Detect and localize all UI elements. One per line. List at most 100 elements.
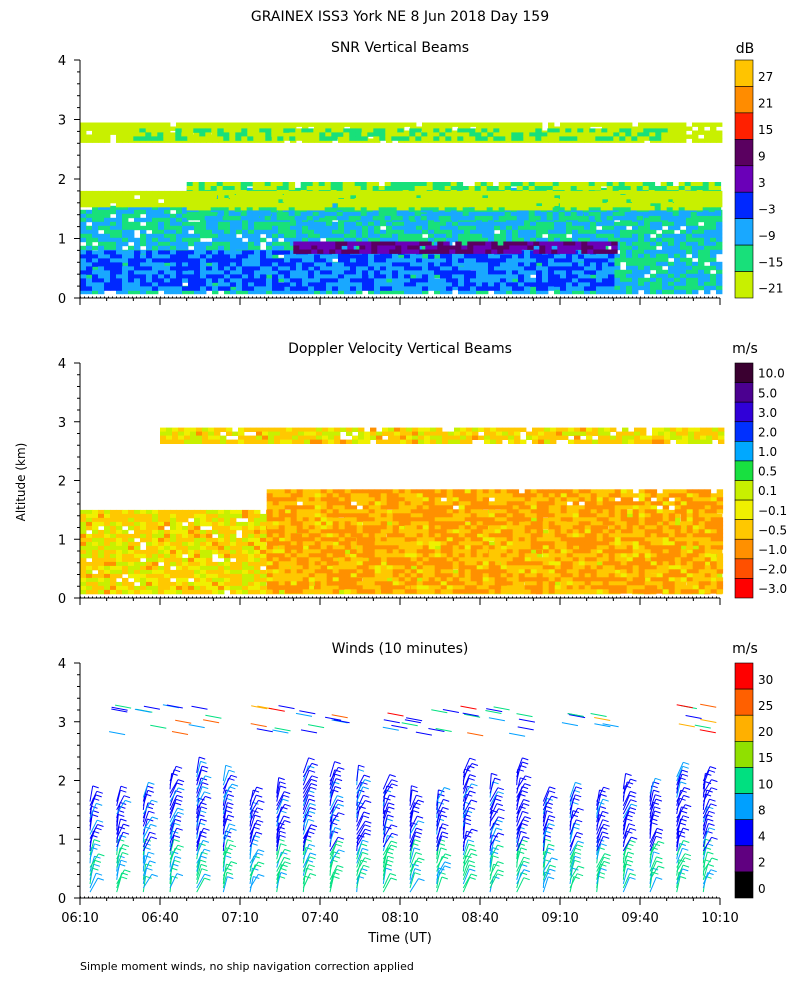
snr-cell bbox=[312, 186, 320, 191]
snr-cell bbox=[254, 221, 261, 227]
snr-cell bbox=[590, 258, 597, 263]
snr-cell bbox=[476, 254, 483, 259]
snr-cell bbox=[248, 274, 255, 279]
snr-cell bbox=[696, 211, 704, 217]
snr-cell bbox=[431, 249, 438, 254]
snr-cell bbox=[554, 274, 561, 279]
snr-cell bbox=[80, 225, 87, 231]
snr-cell bbox=[542, 258, 549, 263]
snr-cell bbox=[500, 278, 507, 283]
snr-cell bbox=[488, 282, 495, 287]
snr-cell bbox=[158, 254, 165, 259]
snr-cell bbox=[134, 278, 141, 283]
snr-cell bbox=[452, 198, 459, 204]
snr-cell bbox=[222, 215, 230, 221]
snr-cell bbox=[164, 198, 171, 204]
snr-cell bbox=[242, 274, 249, 279]
snr-cell bbox=[444, 211, 452, 217]
snr-cell bbox=[444, 182, 452, 187]
snr-cell bbox=[680, 285, 687, 291]
snr-cell bbox=[596, 202, 603, 208]
snr-cell bbox=[134, 217, 141, 223]
snr-cell bbox=[563, 245, 570, 250]
snr-cell bbox=[158, 278, 165, 283]
snr-cell bbox=[98, 198, 105, 204]
snr-cell bbox=[422, 289, 429, 295]
snr-cell bbox=[398, 190, 405, 196]
snr-cell bbox=[428, 225, 435, 231]
snr-cell bbox=[188, 270, 195, 275]
snr-cell bbox=[122, 202, 129, 208]
snr-cell bbox=[542, 282, 549, 287]
snr-cell bbox=[374, 282, 381, 287]
snr-cell bbox=[632, 257, 639, 263]
snr-cell bbox=[578, 190, 585, 196]
snr-cell bbox=[332, 233, 339, 239]
snr-cell bbox=[122, 286, 129, 291]
snr-cell bbox=[98, 225, 105, 231]
snr-cell bbox=[584, 229, 591, 235]
snr-cell bbox=[299, 241, 306, 246]
snr-cell bbox=[302, 270, 309, 275]
snr-cell bbox=[230, 194, 237, 200]
snr-cell bbox=[542, 262, 549, 267]
snr-cell bbox=[462, 186, 470, 191]
snr-cell bbox=[638, 194, 645, 200]
snr-cell bbox=[416, 225, 423, 231]
snr-cell bbox=[488, 258, 495, 263]
snr-cell bbox=[380, 221, 387, 227]
snr-cell bbox=[606, 182, 614, 187]
snr-cell bbox=[260, 266, 267, 271]
snr-cell bbox=[578, 270, 585, 275]
snr-cell bbox=[425, 245, 432, 250]
snr-cell bbox=[680, 269, 687, 275]
snr-cell bbox=[416, 233, 423, 239]
snr-cell bbox=[626, 269, 633, 275]
snr-cell bbox=[152, 254, 159, 259]
snr-cell bbox=[98, 130, 105, 135]
snr-cell bbox=[128, 221, 135, 227]
snr-cell bbox=[104, 233, 111, 239]
snr-cell bbox=[326, 289, 333, 295]
snr-cell bbox=[152, 194, 159, 200]
snr-cell bbox=[690, 186, 698, 191]
snr-cell bbox=[329, 245, 336, 250]
snr-cell bbox=[476, 221, 483, 227]
snr-cell bbox=[638, 241, 645, 247]
snr-cell bbox=[704, 225, 711, 231]
snr-cell bbox=[632, 269, 639, 275]
snr-cell bbox=[674, 285, 681, 291]
snr-cell bbox=[570, 182, 578, 187]
snr-cell bbox=[252, 215, 260, 221]
snr-cell bbox=[260, 254, 267, 259]
snr-cell bbox=[134, 250, 141, 255]
snr-cell bbox=[680, 202, 687, 208]
snr-cell bbox=[572, 270, 579, 275]
snr-cell bbox=[464, 266, 471, 271]
snr-cell bbox=[480, 182, 488, 187]
snr-cell bbox=[329, 241, 336, 246]
snr-cell bbox=[272, 190, 279, 196]
snr-cell bbox=[116, 282, 123, 287]
snr-cell bbox=[506, 237, 513, 243]
snr-cell bbox=[428, 198, 435, 204]
snr-cell bbox=[344, 233, 351, 239]
snr-cell bbox=[374, 278, 381, 283]
snr-cell bbox=[500, 270, 507, 275]
snr-cell bbox=[452, 194, 459, 200]
snr-cell bbox=[464, 198, 471, 204]
snr-cell bbox=[266, 273, 273, 279]
snr-cell bbox=[182, 278, 189, 283]
snr-cell bbox=[350, 190, 357, 196]
snr-cell bbox=[312, 211, 320, 217]
snr-cell bbox=[638, 285, 645, 291]
snr-cell bbox=[503, 241, 510, 246]
snr-cell bbox=[512, 258, 519, 263]
snr-cell bbox=[578, 266, 585, 271]
snr-cell bbox=[425, 241, 432, 246]
snr-cell bbox=[272, 278, 279, 283]
snr-cell bbox=[654, 215, 662, 221]
snr-cell bbox=[692, 237, 699, 243]
snr-cell bbox=[416, 202, 423, 208]
